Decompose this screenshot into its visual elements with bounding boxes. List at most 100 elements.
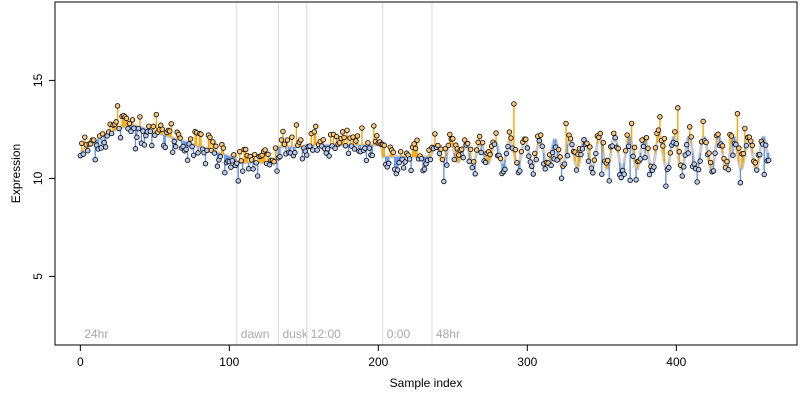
data-point [624,132,630,138]
data-point [563,120,569,127]
data-point [445,142,452,149]
data-point [441,178,447,185]
x-axis: 0 100 200 300 400 [77,345,687,369]
data-point [561,161,568,167]
data-point [676,149,682,155]
data-point [414,137,420,143]
data-point [663,183,669,189]
data-point [129,117,136,123]
data-point [593,150,599,157]
data-point [707,159,714,166]
data-point [493,130,499,136]
data-point [374,133,380,139]
data-point [555,146,562,153]
section-label: dawn [241,327,270,341]
data-point [706,150,712,156]
data-point [514,160,520,166]
data-point [621,171,627,177]
data-point [478,149,484,156]
data-point [137,114,143,120]
data-point [304,152,310,158]
data-point [248,157,255,163]
plot-frame [54,1,798,346]
y-tick-label: 15 [31,73,45,87]
data-point [518,148,525,155]
data-point [757,151,763,158]
data-point [371,123,377,129]
data-point [402,159,408,165]
data-point [765,157,772,164]
data-point [526,153,532,159]
data-point [140,128,146,134]
data-point [508,135,514,141]
data-points [77,101,772,189]
data-point [655,127,662,133]
data-point [229,158,236,164]
data-point [660,143,666,149]
data-point [466,158,472,165]
data-point [749,142,756,149]
data-point [451,156,458,163]
x-axis-label: Sample index [390,376,463,390]
data-point [310,147,316,153]
data-point [479,139,486,146]
data-point [396,159,402,166]
data-point [459,146,465,152]
x-tick-label: 400 [666,355,686,369]
data-point [600,140,607,146]
data-point [79,140,85,147]
data-point [605,157,611,164]
data-point [281,141,288,147]
data-point [539,143,545,149]
data-point [170,149,176,155]
data-point [684,142,690,148]
data-point [442,145,449,152]
data-point [573,167,580,173]
data-point [390,149,396,156]
data-point [313,123,319,130]
data-point [159,126,165,133]
data-point [569,141,575,148]
data-point [567,135,574,142]
data-point [630,153,636,160]
data-point [554,157,560,163]
data-point [548,162,554,169]
data-point [712,150,718,156]
data-point [167,128,173,134]
data-point [147,128,154,135]
data-point [400,165,407,171]
data-point [697,158,703,164]
data-point [578,151,584,158]
data-point [298,137,304,143]
data-point [102,144,109,150]
data-point [135,125,142,132]
data-point [150,123,157,130]
data-point [685,150,691,156]
data-point [657,114,663,120]
data-point [734,111,741,117]
data-point [220,145,227,151]
data-point [168,121,174,127]
data-point [503,150,510,157]
data-point [289,134,295,140]
data-point [633,177,639,183]
data-point [476,133,483,140]
data-point [354,133,361,139]
data-point [272,145,279,151]
data-point [584,140,590,146]
x-tick-label: 0 [77,355,84,369]
data-point [189,143,195,150]
data-point [235,178,241,184]
data-point [736,145,742,151]
data-point [351,146,358,152]
data-point [213,143,219,149]
data-point [597,130,604,137]
data-point [245,166,252,172]
data-point [536,138,542,144]
data-point [487,151,493,158]
data-point [336,140,343,146]
data-point [262,147,268,153]
data-point [421,166,428,172]
data-point [126,120,133,127]
data-point [491,141,498,147]
